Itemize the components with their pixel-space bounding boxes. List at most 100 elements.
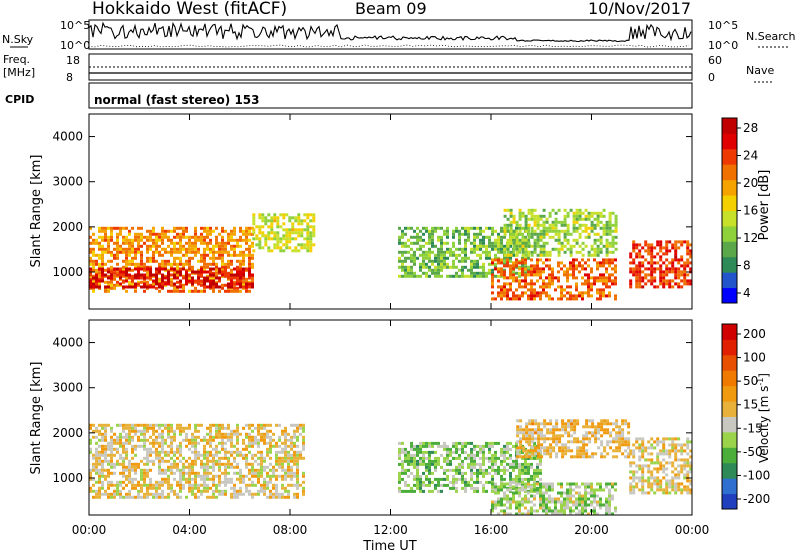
range-time-cell <box>209 432 212 436</box>
range-time-cell <box>233 244 236 248</box>
range-time-cell <box>632 443 636 447</box>
range-time-cell <box>173 289 176 293</box>
range-time-cell <box>251 435 254 439</box>
range-time-cell <box>644 273 648 277</box>
range-time-cell <box>284 468 287 472</box>
range-time-cell <box>245 453 248 457</box>
range-time-cell <box>404 459 407 463</box>
range-time-cell <box>485 456 488 460</box>
range-time-cell <box>257 441 260 445</box>
range-time-cell <box>611 250 615 254</box>
range-time-cell <box>197 247 200 251</box>
range-time-cell <box>170 483 173 487</box>
range-time-cell <box>527 477 530 481</box>
range-time-cell <box>590 285 593 289</box>
range-time-cell <box>635 282 639 286</box>
range-time-cell <box>194 492 197 496</box>
range-time-cell <box>182 253 185 257</box>
range-time-cell <box>599 273 602 277</box>
range-time-cell <box>206 265 209 269</box>
range-time-cell <box>404 483 407 487</box>
range-time-cell <box>155 480 158 484</box>
range-time-cell <box>536 226 540 230</box>
colorbar-tick-label: 4 <box>743 286 751 300</box>
range-time-cell <box>476 253 479 257</box>
range-time-cell <box>470 465 473 469</box>
range-time-cell <box>155 492 158 496</box>
range-time-cell <box>437 444 440 448</box>
range-time-cell <box>203 238 206 242</box>
range-time-cell <box>270 216 274 220</box>
range-time-cell <box>140 232 143 236</box>
range-time-cell <box>560 285 563 289</box>
range-time-cell <box>467 462 470 466</box>
range-time-cell <box>497 485 500 489</box>
range-time-cell <box>555 437 559 441</box>
range-time-cell <box>527 497 530 501</box>
range-time-cell <box>185 250 188 254</box>
range-time-cell <box>554 288 557 292</box>
range-time-cell <box>119 492 122 496</box>
range-time-cell <box>200 465 203 469</box>
range-time-cell <box>182 456 185 460</box>
range-time-cell <box>488 450 491 454</box>
range-time-cell <box>440 241 443 245</box>
range-time-cell <box>261 234 265 238</box>
range-time-cell <box>479 232 482 236</box>
range-time-cell <box>248 492 251 496</box>
range-time-cell <box>233 450 236 454</box>
range-time-cell <box>554 512 557 516</box>
range-time-cell <box>671 470 675 474</box>
range-time-cell <box>248 247 251 251</box>
range-time-cell <box>293 453 296 457</box>
range-time-cell <box>665 491 669 495</box>
range-time-cell <box>635 437 639 441</box>
range-time-cell <box>524 267 527 271</box>
range-time-cell <box>410 253 413 257</box>
range-time-cell <box>614 506 617 510</box>
range-time-cell <box>509 273 512 277</box>
range-time-cell <box>509 480 512 484</box>
range-time-cell <box>608 491 611 495</box>
range-time-cell <box>272 492 275 496</box>
range-time-cell <box>431 232 434 236</box>
range-time-cell <box>275 486 278 490</box>
range-time-cell <box>149 235 152 239</box>
range-time-cell <box>122 226 125 230</box>
range-time-cell <box>521 253 525 257</box>
range-time-cell <box>272 495 275 499</box>
range-time-cell <box>485 271 488 275</box>
range-time-cell <box>569 232 573 236</box>
range-time-cell <box>398 235 401 239</box>
range-time-cell <box>185 262 188 266</box>
range-time-cell <box>530 477 533 481</box>
range-time-cell <box>506 456 509 460</box>
range-time-cell <box>585 437 589 441</box>
range-time-cell <box>215 462 218 466</box>
range-time-cell <box>146 489 149 493</box>
range-time-cell <box>512 267 515 271</box>
range-time-cell <box>548 500 551 504</box>
range-time-cell <box>251 456 254 460</box>
range-time-cell <box>140 486 143 490</box>
range-time-cell <box>575 282 578 286</box>
range-time-cell <box>152 256 155 260</box>
range-time-cell <box>95 480 98 484</box>
range-time-cell <box>287 465 290 469</box>
range-time-cell <box>624 443 628 447</box>
range-time-cell <box>530 217 534 221</box>
range-time-cell <box>413 465 416 469</box>
range-time-cell <box>560 241 564 245</box>
range-time-cell <box>650 276 654 280</box>
range-time-cell <box>662 470 666 474</box>
range-time-cell <box>591 434 595 438</box>
range-time-cell <box>485 250 488 254</box>
range-time-cell <box>452 232 455 236</box>
range-time-cell <box>530 279 533 283</box>
range-time-cell <box>434 441 437 445</box>
range-time-cell <box>665 279 669 283</box>
range-time-cell <box>182 426 185 430</box>
range-time-cell <box>122 435 125 439</box>
range-time-cell <box>605 244 609 248</box>
range-time-cell <box>596 500 599 504</box>
